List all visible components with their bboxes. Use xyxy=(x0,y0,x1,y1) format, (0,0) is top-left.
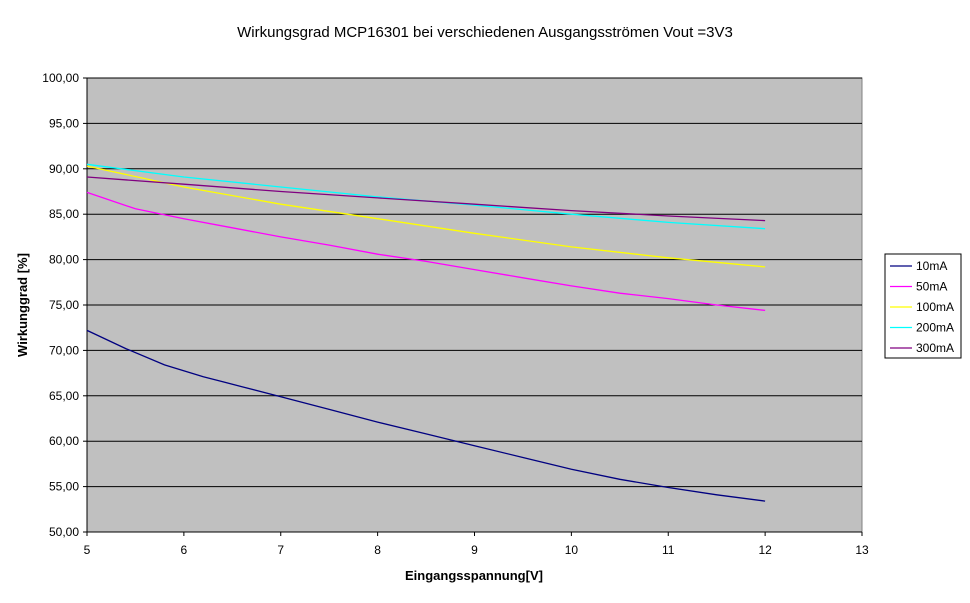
x-axis-ticks: 5 6 7 8 9 10 11 12 13 xyxy=(84,531,869,557)
x-tick-label: 13 xyxy=(855,543,869,557)
y-tick-label: 50,00 xyxy=(49,525,79,539)
y-axis-ticks: 50,00 55,00 60,00 65,00 70,00 75,00 80,00 85,00… xyxy=(42,71,88,539)
legend-label-300mA: 300mA xyxy=(916,341,954,355)
y-tick-label: 90,00 xyxy=(49,162,79,176)
series-line-50mA xyxy=(86,191,766,312)
x-tick-label: 10 xyxy=(565,543,579,557)
y-tick-label: 75,00 xyxy=(49,298,79,312)
y-tick-label: 95,00 xyxy=(49,116,79,130)
x-tick-label: 8 xyxy=(374,543,381,557)
x-tick-label: 9 xyxy=(471,543,478,557)
x-tick-label: 7 xyxy=(277,543,284,557)
x-tick-label: 6 xyxy=(181,543,188,557)
legend-label-100mA: 100mA xyxy=(916,300,954,314)
series-line-100mA xyxy=(86,165,766,268)
legend: 10mA 50mA 100mA 200mA 300mA xyxy=(884,253,962,359)
legend-label-200mA: 200mA xyxy=(916,321,954,335)
gridlines xyxy=(87,77,862,488)
y-tick-label: 65,00 xyxy=(49,389,79,403)
y-tick-label: 80,00 xyxy=(49,253,79,267)
y-tick-label: 60,00 xyxy=(49,434,79,448)
x-axis-title: Eingangsspannung[V] xyxy=(405,568,543,583)
chart-title: Wirkungsgrad MCP16301 bei verschiedenen … xyxy=(237,24,733,41)
x-tick-label: 12 xyxy=(758,543,772,557)
x-tick-label: 11 xyxy=(662,543,675,557)
series-line-10mA xyxy=(86,329,766,502)
series-lines xyxy=(86,163,766,502)
series-line-300mA xyxy=(86,176,766,222)
legend-label-50mA: 50mA xyxy=(916,280,947,294)
legend-label-10mA: 10mA xyxy=(916,259,947,273)
y-tick-label: 85,00 xyxy=(49,207,79,221)
y-tick-label: 55,00 xyxy=(49,480,79,494)
y-axis-title: Wirkunggrad [%] xyxy=(15,253,30,357)
y-tick-label: 100,00 xyxy=(42,71,79,85)
x-tick-label: 5 xyxy=(84,543,91,557)
y-tick-label: 70,00 xyxy=(49,343,79,357)
legend-box xyxy=(884,253,962,359)
